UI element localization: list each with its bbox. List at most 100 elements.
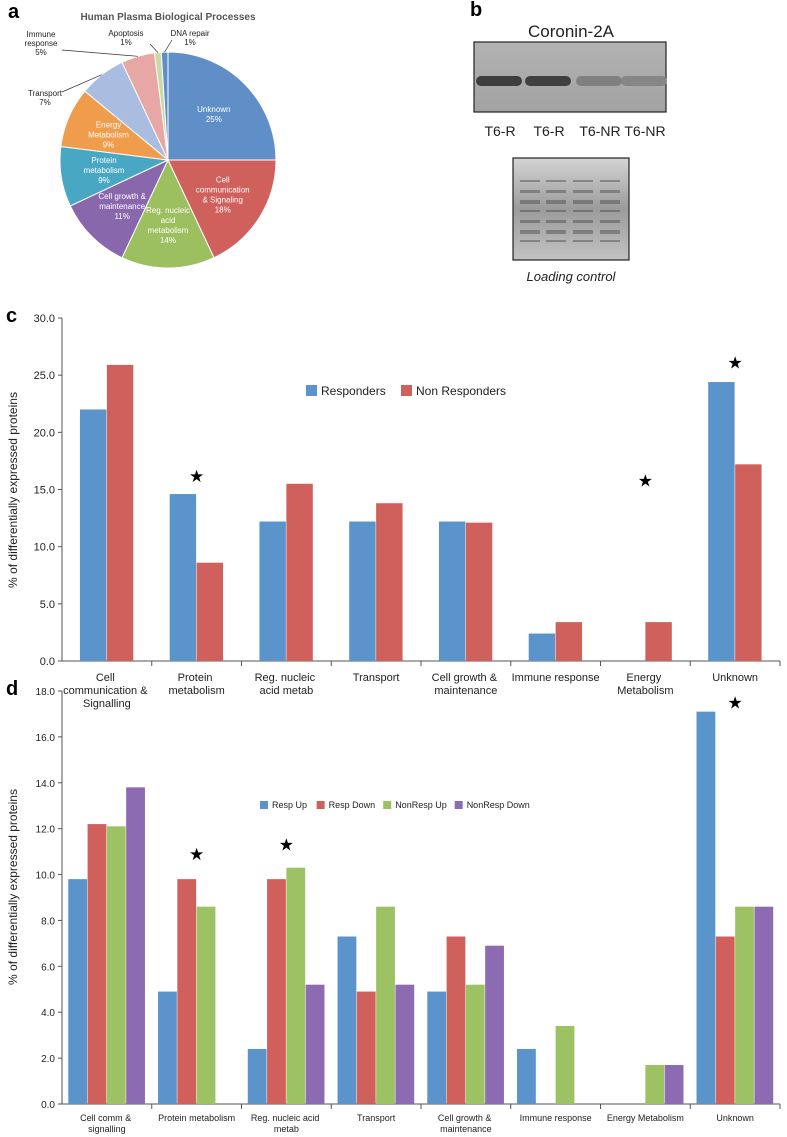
- x-tick-label: Unknown: [712, 672, 758, 684]
- bar: [645, 622, 672, 661]
- bar: [528, 633, 556, 661]
- pie-slice-label: DNA repair 1%: [170, 29, 209, 47]
- loading-control-band: [573, 230, 593, 234]
- bar: [465, 522, 493, 661]
- loading-control-caption: Loading control: [527, 269, 617, 284]
- bar: [754, 906, 774, 1104]
- loading-control-band: [546, 190, 566, 193]
- bar: [196, 562, 224, 661]
- legend-label: Responders: [321, 384, 386, 398]
- y-tick-label: 15.0: [34, 485, 55, 497]
- x-tick-label: Cell growth & maintenance: [432, 672, 500, 697]
- panel-letter-b: b: [470, 0, 482, 21]
- bar: [259, 521, 286, 661]
- blot-lane-label: T6-NR: [624, 123, 665, 139]
- pie-slices: [59, 51, 277, 269]
- blot-bands: [476, 76, 667, 86]
- y-tick-label: 2.0: [41, 1054, 55, 1065]
- loading-control-band: [520, 180, 540, 182]
- significance-star: ★: [638, 471, 653, 490]
- loading-control-band: [520, 220, 540, 223]
- bar: [87, 824, 107, 1104]
- significance-star: ★: [728, 354, 743, 373]
- significance-star: ★: [728, 693, 743, 712]
- pie-slice-label: Cell growth & maintenance 11%: [98, 192, 146, 221]
- bar: [286, 483, 313, 661]
- bar: [555, 622, 583, 661]
- legend-swatch: [306, 385, 317, 396]
- blot-band: [476, 76, 522, 86]
- loading-control-image: [512, 157, 630, 261]
- loading-control-band: [600, 200, 620, 204]
- loading-control-band: [546, 200, 566, 204]
- bar: [286, 867, 306, 1104]
- loading-control-band: [520, 210, 540, 212]
- y-tick-label: 12.0: [36, 825, 56, 836]
- bar: [446, 936, 466, 1104]
- bar-chart-responders: % of differentially expressed proteins 0…: [6, 313, 781, 710]
- loading-control-band: [573, 180, 593, 182]
- x-tick-label: Unknown: [716, 1113, 754, 1123]
- x-tick-label: Immune response: [512, 672, 600, 684]
- bar: [247, 1048, 267, 1104]
- bar: [664, 1064, 684, 1104]
- bar: [106, 364, 134, 661]
- loading-control-band: [600, 220, 620, 223]
- pie-slice-label: Apoptosis 1%: [108, 29, 143, 47]
- y-tick-label: 10.0: [34, 542, 55, 554]
- loading-control-band: [520, 240, 540, 242]
- bar-chart-up-down: % of differentially expressed proteins 0…: [6, 687, 781, 1134]
- bar: [735, 464, 762, 661]
- loading-control-band: [546, 240, 566, 242]
- bar: [305, 984, 325, 1104]
- loading-control-band: [600, 180, 620, 182]
- significance-star: ★: [279, 836, 294, 855]
- legend-swatch: [401, 385, 412, 396]
- bar: [427, 991, 447, 1104]
- y-tick-label: 8.0: [41, 916, 55, 927]
- pie-slice: [121, 158, 215, 269]
- bar: [517, 1048, 536, 1104]
- legend-swatch: [260, 801, 268, 809]
- y-tick-label: 10.0: [36, 871, 56, 882]
- legend-swatch: [454, 801, 463, 809]
- legend-label: NonResp Up: [395, 800, 447, 810]
- y-tick-label: 20.0: [34, 427, 55, 439]
- blot-title: Coronin-2A: [528, 22, 615, 41]
- bar: [356, 991, 376, 1104]
- pie-slice-label: Energy Metabolism 9%: [88, 120, 129, 149]
- x-tick-label: Protein metabolism: [158, 1113, 235, 1123]
- bar: [177, 879, 197, 1104]
- loading-control-band: [573, 210, 593, 212]
- pie-slice-label: Unknown 25%: [197, 105, 230, 124]
- x-tick-label: Cell growth & maintenance: [438, 1113, 494, 1134]
- legend-swatch: [383, 801, 392, 809]
- x-tick-label: Cell comm & signalling: [80, 1113, 134, 1134]
- pie-labels: Unknown 25% Cell communication & Signaling 18…: [25, 29, 250, 245]
- bar: [735, 906, 754, 1104]
- panel-letter-d: d: [6, 678, 18, 700]
- y-tick-label: 18.0: [36, 687, 56, 698]
- pie-slice-label: Cell communication & Signaling 18%: [196, 176, 250, 215]
- pie-slice: [167, 159, 277, 259]
- loading-control-band: [546, 180, 566, 182]
- x-tick-label: Transport: [357, 1113, 396, 1123]
- bar: [438, 521, 466, 661]
- loading-control-lanes: [520, 180, 620, 242]
- x-tick-label: Energy Metabolism: [617, 672, 673, 697]
- bar: [337, 936, 357, 1104]
- y-tick-label: 30.0: [34, 313, 55, 325]
- legend-swatch: [316, 801, 325, 809]
- y-tick-label: 6.0: [41, 962, 55, 973]
- loading-control-band: [520, 200, 540, 204]
- loading-control-band: [573, 200, 593, 204]
- western-blot: Coronin-2A T6-R T6-R T6-NR T6-NR Loading co…: [473, 22, 667, 284]
- x-tick-label: Protein metabolism: [169, 672, 225, 697]
- blot-band: [576, 76, 622, 86]
- loading-control-band: [573, 240, 593, 242]
- bar: [465, 984, 485, 1104]
- x-tick-label: Reg. nucleic acid metab: [251, 1113, 322, 1134]
- pie-title: Human Plasma Biological Processes: [80, 12, 256, 23]
- y-tick-label: 4.0: [41, 1008, 55, 1019]
- legend-label: Non Responders: [416, 384, 506, 398]
